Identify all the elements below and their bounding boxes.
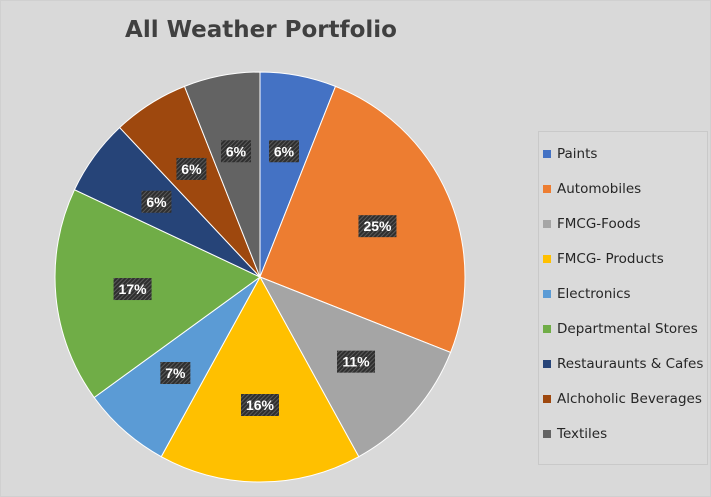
- data-label-paints: 6%: [269, 140, 299, 162]
- data-label-fmcg-foods: 11%: [337, 351, 375, 373]
- data-label-fmcg-products: 16%: [241, 394, 279, 416]
- legend-label: Electronics: [557, 284, 707, 304]
- data-label-restauraunts-cafes: 6%: [141, 191, 171, 213]
- legend-label: Textiles: [557, 424, 707, 444]
- svg-text:16%: 16%: [246, 397, 275, 413]
- svg-text:6%: 6%: [146, 194, 167, 210]
- pie-chart: 6% 25% 11% 16% 7% 17% 6% 6% 6%: [1, 1, 521, 496]
- legend-label: Automobiles: [557, 179, 707, 199]
- data-label-electronics: 7%: [160, 362, 190, 384]
- svg-text:11%: 11%: [342, 354, 370, 370]
- legend-label: Departmental Stores: [557, 319, 707, 339]
- legend-swatch: [543, 185, 551, 193]
- legend-swatch: [543, 430, 551, 438]
- legend-swatch: [543, 395, 551, 403]
- data-label-departmental-stores: 17%: [114, 278, 152, 300]
- legend-swatch: [543, 150, 551, 158]
- legend-swatch: [543, 220, 551, 228]
- data-label-alchoholic-beverages: 6%: [176, 158, 206, 180]
- svg-text:25%: 25%: [363, 218, 392, 234]
- svg-text:6%: 6%: [226, 143, 247, 159]
- legend-label: Restauraunts & Cafes: [557, 354, 707, 374]
- legend-swatch: [543, 325, 551, 333]
- data-label-textiles: 6%: [221, 140, 251, 162]
- svg-text:7%: 7%: [165, 365, 186, 381]
- legend-label: Alchoholic Beverages: [557, 389, 707, 409]
- legend: Paints Automobiles FMCG-Foods FMCG- Product…: [538, 131, 708, 465]
- legend-swatch: [543, 360, 551, 368]
- legend-swatch: [543, 255, 551, 263]
- svg-text:6%: 6%: [181, 161, 202, 177]
- svg-text:6%: 6%: [274, 143, 295, 159]
- data-label-automobiles: 25%: [358, 215, 396, 237]
- svg-text:17%: 17%: [119, 281, 148, 297]
- legend-label: FMCG- Products: [557, 249, 707, 269]
- legend-label: FMCG-Foods: [557, 214, 707, 234]
- legend-label: Paints: [557, 144, 707, 164]
- legend-swatch: [543, 290, 551, 298]
